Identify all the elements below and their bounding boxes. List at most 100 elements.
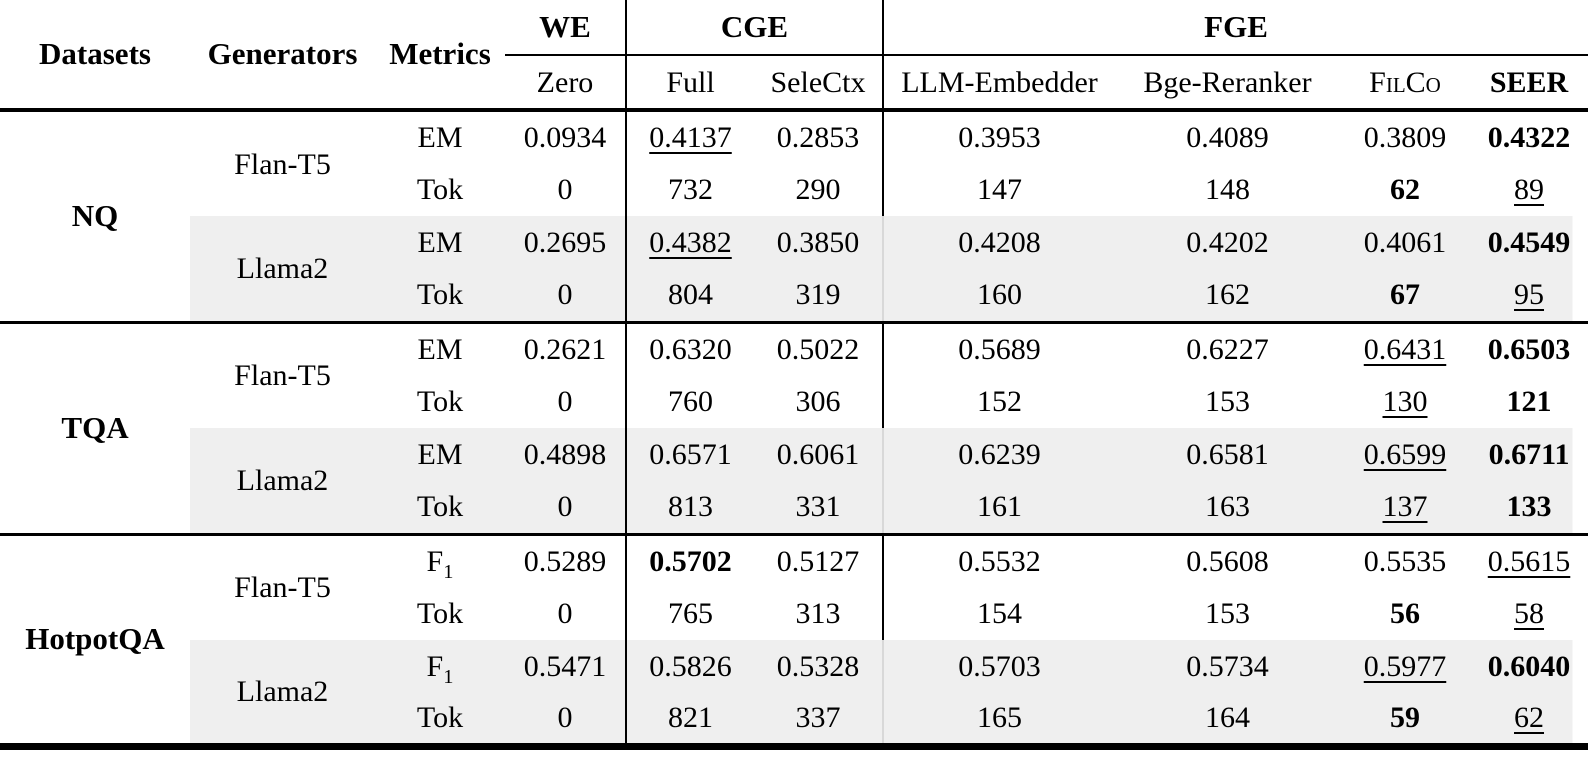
value-cell: 62 — [1470, 693, 1588, 746]
value-cell: 59 — [1340, 693, 1470, 746]
header-datasets: Datasets — [39, 35, 151, 71]
value-cell: 89 — [1514, 173, 1545, 206]
generator-label: Llama2 — [190, 216, 375, 322]
metric-label: Tok — [416, 597, 464, 630]
value-cell: 331 — [754, 481, 884, 534]
table-header: Datasets Generators Metrics WE CGE FGE Z… — [0, 0, 1588, 110]
value-cell: 162 — [1115, 269, 1340, 322]
metric-label: EM — [375, 428, 505, 481]
value-cell: 0.5615 — [1487, 544, 1571, 578]
value-cell: 0.2621 — [505, 322, 627, 375]
value-cell: 0.6040 — [1470, 640, 1588, 693]
value-cell: 319 — [754, 269, 884, 322]
header-group-cge: CGE — [626, 0, 884, 56]
metric-label: F1 — [426, 544, 454, 583]
dataset-label: TQA — [0, 322, 190, 534]
value-cell: 0 — [505, 163, 627, 216]
value-cell: 0 — [505, 587, 627, 640]
value-cell: 0.5328 — [754, 640, 884, 693]
metric-label: Tok — [375, 693, 505, 746]
value-cell: 0.5532 — [958, 544, 1041, 578]
header-col-full: Full — [666, 65, 715, 99]
table-row: Llama2 EM 0.4898 0.6571 0.6061 0.6239 0.6581 0.… — [0, 428, 1588, 534]
metric-label: Tok — [416, 173, 464, 206]
header-col-bge-reranker: Bge-Reranker — [1143, 65, 1312, 99]
generator-label: Flan-T5 — [234, 147, 331, 181]
value-cell: 0.6431 — [1363, 332, 1447, 366]
section-TQA: TQA Flan-T5 EM 0.2621 0.6320 0.5022 0.5689 0.62… — [0, 322, 1588, 534]
value-cell: 313 — [754, 587, 884, 640]
value-cell: 0.4208 — [883, 216, 1115, 269]
value-cell: 0.2853 — [754, 110, 884, 163]
value-cell: 0.5022 — [754, 322, 884, 375]
value-cell: 164 — [1115, 693, 1340, 746]
value-cell: 0.5127 — [754, 534, 884, 587]
value-cell: 0.6239 — [883, 428, 1115, 481]
value-cell: 0.5289 — [505, 534, 627, 587]
value-cell: 130 — [1382, 385, 1428, 418]
value-cell: 0.6571 — [626, 428, 754, 481]
value-cell: 0.5826 — [626, 640, 754, 693]
table-row: NQ Flan-T5 EM 0.0934 0.4137 0.2853 0.3953 0.408… — [0, 110, 1588, 322]
header-col-llm-embedder: LLM-Embedder — [901, 65, 1098, 99]
header-group-we: WE — [505, 0, 627, 56]
value-cell: 732 — [668, 173, 713, 206]
value-cell: 0.5703 — [883, 640, 1115, 693]
value-cell: 163 — [1115, 481, 1340, 534]
value-cell: 165 — [883, 693, 1115, 746]
table-row: Tok 0 732 290 147 148 62 89 — [0, 163, 1588, 216]
value-cell: 160 — [883, 269, 1115, 322]
value-cell: 0.4549 — [1470, 216, 1588, 269]
subheader-row: Zero Full SeleCtx LLM-Embedder Bge-Reran… — [0, 55, 1588, 110]
value-cell: 0.6581 — [1115, 428, 1340, 481]
value-cell: 0.5535 — [1363, 544, 1447, 578]
value-cell: 153 — [1205, 597, 1250, 630]
table-row: HotpotQA Flan-T5 F1 0.5289 0.5702 0.5127 0.553… — [0, 534, 1588, 746]
value-cell: 0.3850 — [754, 216, 884, 269]
value-cell: 0.6503 — [1487, 332, 1571, 366]
value-cell: 0.5734 — [1115, 640, 1340, 693]
section-NQ: NQ Flan-T5 EM 0.0934 0.4137 0.2853 0.3953 0.408… — [0, 110, 1588, 322]
metric-label: EM — [417, 121, 463, 154]
group-header-row: Datasets Generators Metrics WE CGE FGE — [0, 0, 1588, 71]
table-row: Tok 0 821 337 165 164 59 62 — [0, 693, 1588, 746]
metric-label: EM — [375, 216, 505, 269]
value-cell: 133 — [1470, 481, 1588, 534]
header-group-fge: FGE — [883, 0, 1588, 56]
value-cell: 0.4322 — [1487, 121, 1571, 154]
value-cell: 137 — [1340, 481, 1470, 534]
generator-label: Flan-T5 — [234, 571, 331, 605]
value-cell: 152 — [977, 385, 1022, 418]
value-cell: 0.4089 — [1186, 121, 1269, 154]
value-cell: 148 — [1205, 173, 1250, 206]
value-cell: 0 — [505, 375, 627, 428]
value-cell: 56 — [1390, 597, 1420, 630]
header-col-selectx: SeleCtx — [754, 55, 884, 110]
value-cell: 813 — [626, 481, 754, 534]
metric-label: Tok — [375, 269, 505, 322]
table-row: Llama2 EM 0.2695 0.4382 0.3850 0.4208 0.4202 0.… — [0, 216, 1588, 322]
value-cell: 0.4382 — [626, 216, 754, 269]
metric-label: F1 — [375, 640, 505, 693]
generator-label: Llama2 — [190, 428, 375, 534]
value-cell: 0.6320 — [649, 332, 732, 366]
header-generators: Generators — [207, 35, 358, 71]
value-cell: 0.0934 — [505, 110, 627, 163]
value-cell: 147 — [977, 173, 1022, 206]
value-cell: 0.4202 — [1115, 216, 1340, 269]
value-cell: 153 — [1205, 385, 1250, 418]
value-cell: 0.5977 — [1340, 640, 1470, 693]
value-cell: 337 — [754, 693, 884, 746]
section-HotpotQA: HotpotQA Flan-T5 F1 0.5289 0.5702 0.5127 0.553… — [0, 534, 1588, 746]
value-cell: 0.5702 — [649, 544, 732, 578]
value-cell: 161 — [883, 481, 1115, 534]
value-cell: 0.4061 — [1340, 216, 1470, 269]
dataset-label: HotpotQA — [0, 534, 190, 746]
value-cell: 290 — [754, 163, 884, 216]
metric-label: Tok — [416, 385, 464, 418]
value-cell: 0.3809 — [1363, 121, 1447, 154]
value-cell: 760 — [668, 385, 713, 418]
value-cell: 58 — [1514, 597, 1545, 630]
